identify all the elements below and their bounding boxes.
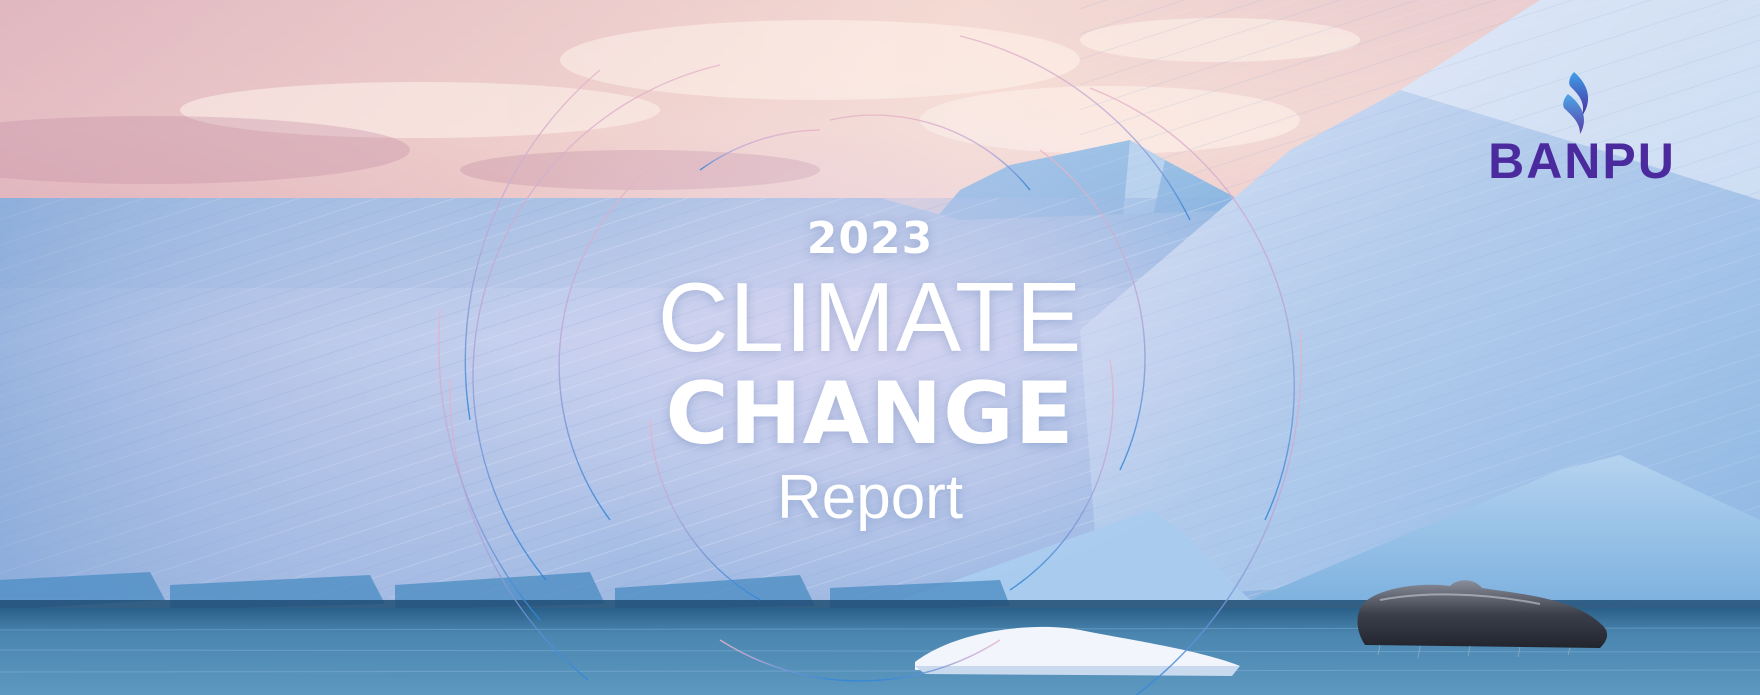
whale-tail [1357, 580, 1608, 659]
banpu-flame-icon [1563, 72, 1589, 134]
banpu-logo: BANPU [1472, 72, 1692, 192]
concentric-rings-graphic [438, 35, 1302, 695]
title-climate: CLIMATE [657, 262, 1083, 372]
banpu-wordmark: BANPU [1488, 133, 1676, 189]
title-change: CHANGE [665, 364, 1075, 464]
title-report: Report [776, 463, 964, 532]
report-year: 2023 [806, 213, 934, 264]
report-title: 2023 CLIMATE CHANGE Report [560, 212, 1180, 534]
